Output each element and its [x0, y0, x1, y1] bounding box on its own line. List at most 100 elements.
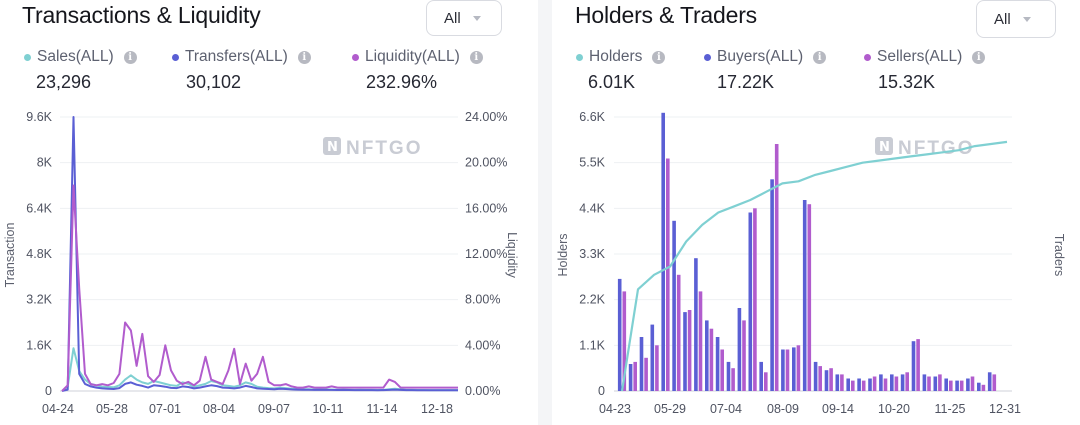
bar-sellers[interactable] [959, 380, 964, 391]
holders-filter-dropdown[interactable]: All [976, 0, 1056, 38]
bar-buyers[interactable] [900, 374, 905, 391]
bar-sellers[interactable] [807, 204, 812, 391]
holders-traders-card: Holders & Traders All Holders i 6.01K Bu… [552, 0, 1080, 425]
bar-sellers[interactable] [861, 380, 866, 391]
bar-buyers[interactable] [737, 308, 742, 391]
bar-sellers[interactable] [840, 374, 844, 391]
bar-buyers[interactable] [617, 278, 622, 391]
bar-buyers[interactable] [835, 374, 840, 391]
bar-sellers[interactable] [927, 376, 931, 392]
series-line-liquidity-all-[interactable] [61, 184, 458, 392]
bar-buyers[interactable] [944, 378, 948, 392]
legend-buyers[interactable]: Buyers(ALL) i [704, 48, 827, 66]
bar-buyers[interactable] [977, 382, 981, 391]
y2-axis-title: Liquidity [505, 232, 519, 279]
series-line-transfers-all-[interactable] [61, 116, 458, 392]
bar-sellers[interactable] [633, 361, 637, 391]
bar-buyers[interactable] [650, 324, 655, 391]
x-tick-label: 11-25 [934, 402, 965, 416]
x-tick-label: 05-29 [654, 402, 686, 416]
bar-buyers[interactable] [824, 370, 829, 391]
bar-buyers[interactable] [628, 364, 633, 391]
bar-buyers[interactable] [715, 337, 720, 391]
bar-buyers[interactable] [683, 312, 687, 391]
bar-sellers[interactable] [709, 328, 714, 391]
bar-sellers[interactable] [851, 380, 855, 391]
info-icon[interactable]: i [469, 50, 483, 64]
bar-buyers[interactable] [694, 258, 698, 391]
legend-sales[interactable]: Sales(ALL) i [24, 48, 137, 66]
bar-buyers[interactable] [890, 374, 894, 391]
bar-buyers[interactable] [879, 374, 883, 391]
bar-sellers[interactable] [753, 208, 757, 391]
bar-buyers[interactable] [955, 380, 959, 391]
legend-transfers[interactable]: Transfers(ALL) i [172, 48, 311, 66]
bar-buyers[interactable] [759, 361, 763, 391]
info-icon[interactable]: i [972, 50, 986, 64]
bar-sellers[interactable] [829, 368, 833, 391]
bar-buyers[interactable] [705, 320, 709, 391]
bar-sellers[interactable] [655, 345, 659, 391]
legend-holders-label: Holders [589, 48, 643, 65]
bar-sellers[interactable] [698, 291, 703, 391]
bar-buyers[interactable] [857, 378, 861, 392]
bar-sellers[interactable] [818, 366, 822, 391]
bar-sellers[interactable] [764, 372, 768, 391]
holders-chart[interactable]: N NFTGO Holders Traders 0 1.1K 2.2K 3.3K 4.4… [552, 0, 1080, 425]
bar-sellers[interactable] [687, 310, 692, 391]
bar-sellers[interactable] [970, 376, 975, 392]
bar-sellers[interactable] [949, 380, 953, 391]
bar-sellers[interactable] [676, 274, 681, 391]
bar-buyers[interactable] [868, 378, 872, 392]
info-icon[interactable]: i [297, 50, 311, 64]
y-tick-label: 1.1K [579, 338, 605, 352]
bar-buyers[interactable] [748, 212, 753, 392]
transactions-chart[interactable]: N NFTGO Transaction Liquidity 0 0.00% 1.6K… [0, 0, 538, 425]
bar-sellers[interactable] [666, 158, 670, 392]
bar-buyers[interactable] [726, 361, 731, 391]
bar-sellers[interactable] [742, 320, 746, 391]
bar-sellers[interactable] [622, 291, 627, 391]
info-icon[interactable]: i [813, 50, 827, 64]
bar-sellers[interactable] [774, 144, 779, 391]
series-line-holders[interactable] [620, 140, 1008, 392]
bar-sellers[interactable] [644, 357, 648, 391]
bar-sellers[interactable] [796, 345, 801, 391]
y2-tick-label: 4.00% [465, 338, 500, 352]
bar-buyers[interactable] [933, 376, 938, 392]
bar-buyers[interactable] [846, 378, 850, 392]
bar-buyers[interactable] [802, 200, 807, 391]
bar-buyers[interactable] [987, 372, 992, 391]
bar-sellers[interactable] [785, 349, 790, 392]
bar-sellers[interactable] [894, 376, 899, 392]
liquidity-value: 232.96% [366, 72, 438, 92]
bar-sellers[interactable] [981, 384, 986, 391]
bar-sellers[interactable] [905, 372, 909, 391]
bar-buyers[interactable] [813, 361, 818, 391]
legend-holders[interactable]: Holders i [576, 48, 666, 66]
bar-buyers[interactable] [781, 349, 785, 392]
bar-sellers[interactable] [872, 376, 877, 392]
bar-buyers[interactable] [639, 337, 644, 391]
holders-title: Holders & Traders [575, 2, 757, 28]
x-tick-label: 07-01 [149, 402, 181, 416]
bar-sellers[interactable] [916, 339, 920, 391]
bar-buyers[interactable] [966, 378, 970, 392]
bar-buyers[interactable] [770, 179, 774, 391]
bar-buyers[interactable] [922, 374, 927, 391]
bar-buyers[interactable] [792, 347, 796, 391]
legend-liquidity[interactable]: Liquidity(ALL) i [352, 48, 483, 66]
transactions-filter-dropdown[interactable]: All [426, 0, 502, 36]
legend-sellers[interactable]: Sellers(ALL) i [864, 48, 986, 66]
legend-liquidity-label: Liquidity(ALL) [365, 48, 460, 65]
bar-sellers[interactable] [992, 374, 997, 391]
info-icon[interactable]: i [652, 50, 666, 64]
bar-buyers[interactable] [661, 112, 665, 392]
bar-sellers[interactable] [720, 349, 724, 392]
bar-sellers[interactable] [731, 368, 735, 391]
bar-sellers[interactable] [883, 378, 888, 392]
bar-sellers[interactable] [938, 374, 942, 391]
bar-buyers[interactable] [672, 220, 676, 391]
bar-buyers[interactable] [911, 341, 916, 391]
info-icon[interactable]: i [123, 50, 137, 64]
